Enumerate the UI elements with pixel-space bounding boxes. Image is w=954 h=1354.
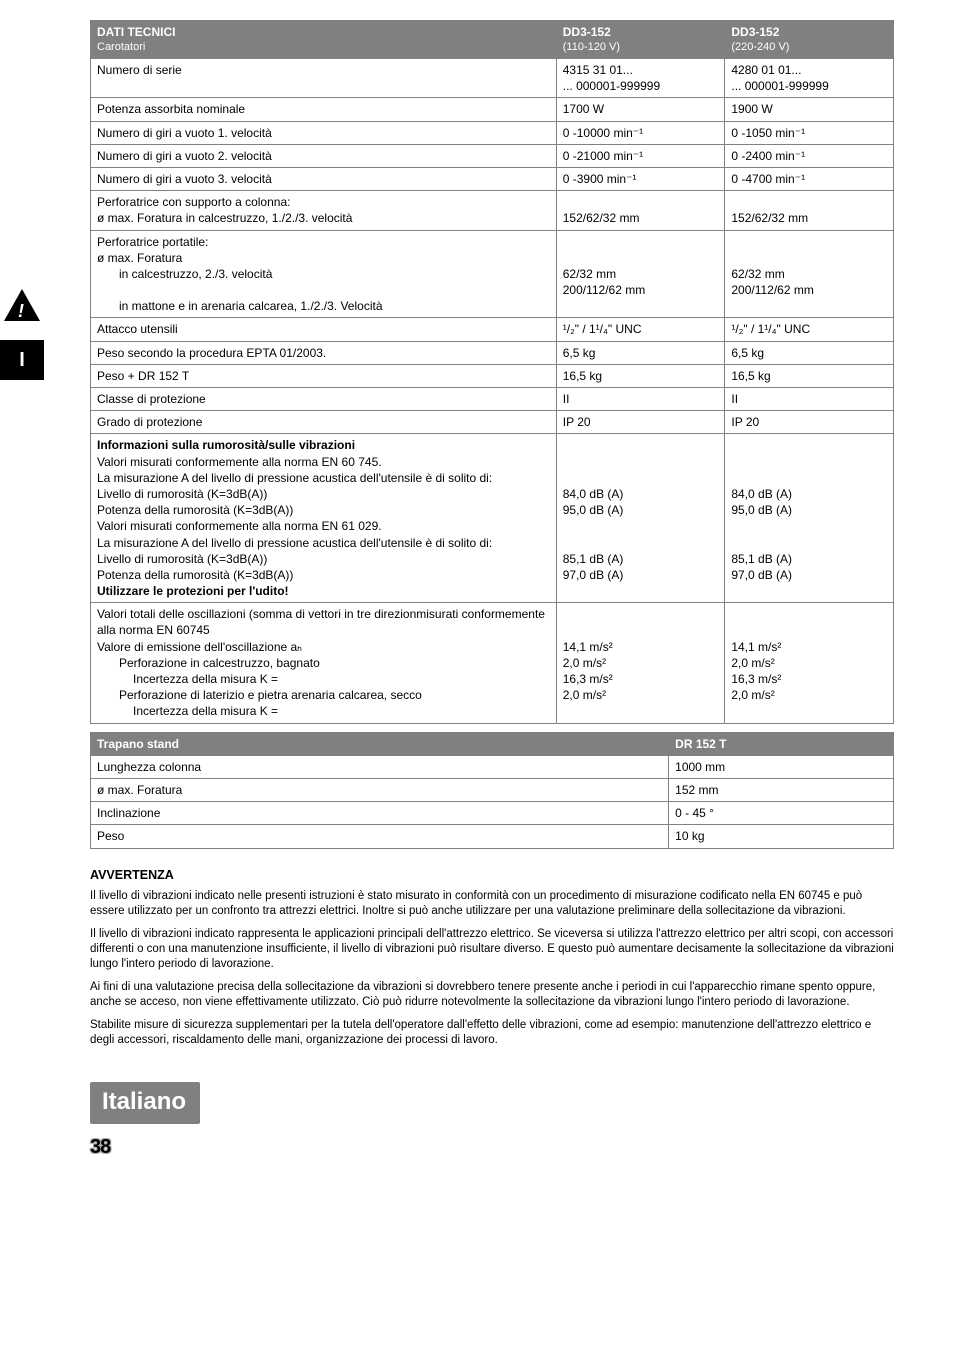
spec-row-v2: 1900 W [725,98,894,121]
stand-row-label: Peso [91,825,669,848]
spec-row-v1: 1700 W [556,98,725,121]
spec-row-label: Numero di giri a vuoto 2. velocità [91,144,557,167]
spec-row-v2: ¹/₂" / 1¹/₄" UNC [725,318,894,341]
spec-row-v2: IP 20 [725,411,894,434]
stand-head-1: DR 152 T [669,732,894,755]
spec-row-label: Potenza assorbita nominale [91,98,557,121]
spec-row-v1: 0 -3900 min⁻¹ [556,167,725,190]
spec-row-label: Peso + DR 152 T [91,364,557,387]
lang-letter-box: I [0,340,44,380]
avv-paragraph: Il livello di vibrazioni indicato rappre… [90,927,894,972]
stand-row-label: Inclinazione [91,802,669,825]
spec-row-v1: 152/62/32 mm [556,191,725,230]
stand-row-val: 1000 mm [669,755,894,778]
spec-row-v2: 62/32 mm200/112/62 mm [725,230,894,318]
spec-row-v2: 0 -4700 min⁻¹ [725,167,894,190]
spec-row-v2: 6,5 kg [725,341,894,364]
noise-cell-v2: 84,0 dB (A) 95,0 dB (A) 85,1 dB (A) 97,0… [725,434,894,603]
spec-row-v2: 16,5 kg [725,364,894,387]
warning-icon [0,270,44,340]
vib-cell-label: Valori totali delle oscillazioni (somma … [91,603,557,723]
stand-row-label: ø max. Foratura [91,778,669,801]
stand-row-val: 10 kg [669,825,894,848]
spec-row-v2: 0 -1050 min⁻¹ [725,121,894,144]
spec-row-v2: 4280 01 01...... 000001-999999 [725,59,894,98]
spec-tbody: Numero di serie4315 31 01...... 000001-9… [91,59,894,434]
spec-row-v2: 0 -2400 min⁻¹ [725,144,894,167]
stand-row-val: 152 mm [669,778,894,801]
stand-row-val: 0 - 45 ° [669,802,894,825]
spec-row-v1: 6,5 kg [556,341,725,364]
language-pill: Italiano [90,1082,200,1124]
spec-head-0: DATI TECNICI Carotatori [91,21,557,59]
spec-row-v1: 4315 31 01...... 000001-999999 [556,59,725,98]
spec-row-v2: 152/62/32 mm [725,191,894,230]
spec-row-v1: 16,5 kg [556,364,725,387]
stand-head-0: Trapano stand [91,732,669,755]
spec-row-label: Perforatrice portatile:ø max. Foraturain… [91,230,557,318]
spec-row-v1: II [556,388,725,411]
spec-row-v1: IP 20 [556,411,725,434]
stand-table: Trapano stand DR 152 T Lunghezza colonna… [90,732,894,849]
spec-row-label: Numero di serie [91,59,557,98]
noise-cell-v1: 84,0 dB (A) 95,0 dB (A) 85,1 dB (A) 97,0… [556,434,725,603]
spec-row-v1: 62/32 mm200/112/62 mm [556,230,725,318]
side-tab: I [0,270,44,380]
avv-paras: Il livello di vibrazioni indicato nelle … [90,889,894,1047]
spec-row-label: Numero di giri a vuoto 3. velocità [91,167,557,190]
spec-row-label: Peso secondo la procedura EPTA 01/2003. [91,341,557,364]
stand-row-label: Lunghezza colonna [91,755,669,778]
spec-table: DATI TECNICI Carotatori DD3-152 (110-120… [90,20,894,724]
avv-paragraph: Stabilite misure di sicurezza supplement… [90,1018,894,1048]
avv-paragraph: Ai fini di una valutazione precisa della… [90,980,894,1010]
noise-cell-label: Informazioni sulla rumorosità/sulle vibr… [91,434,557,603]
vib-cell-v1: 14,1 m/s² 2,0 m/s² 16,3 m/s² 2,0 m/s² [556,603,725,723]
stand-tbody: Lunghezza colonna1000 mmø max. Foratura1… [91,755,894,848]
spec-row-label: Numero di giri a vuoto 1. velocità [91,121,557,144]
spec-row-label: Classe di protezione [91,388,557,411]
vib-cell-v2: 14,1 m/s² 2,0 m/s² 16,3 m/s² 2,0 m/s² [725,603,894,723]
spec-head-1: DD3-152 (110-120 V) [556,21,725,59]
avv-title: AVVERTENZA [90,867,894,884]
spec-row-v1: 0 -21000 min⁻¹ [556,144,725,167]
page-number: 38 [90,1134,894,1161]
spec-row-v1: ¹/₂" / 1¹/₄" UNC [556,318,725,341]
spec-row-v2: II [725,388,894,411]
spec-row-label: Grado di protezione [91,411,557,434]
spec-row-v1: 0 -10000 min⁻¹ [556,121,725,144]
spec-row-label: Attacco utensili [91,318,557,341]
avv-paragraph: Il livello di vibrazioni indicato nelle … [90,889,894,919]
spec-row-label: Perforatrice con supporto a colonna:ø ma… [91,191,557,230]
spec-head-2: DD3-152 (220-240 V) [725,21,894,59]
